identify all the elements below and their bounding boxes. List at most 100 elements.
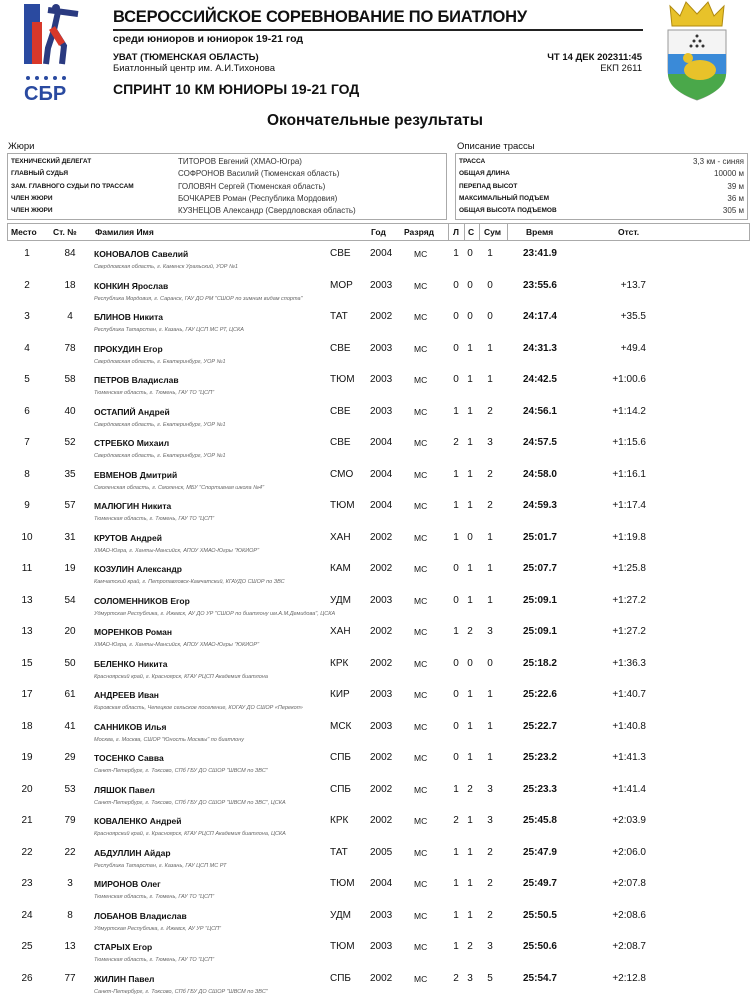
cell-sum: 1 xyxy=(487,689,493,700)
svg-text:СБР: СБР xyxy=(24,83,66,102)
cell-place: 3 xyxy=(24,311,30,322)
cell-place: 23 xyxy=(21,878,33,889)
cell-bib: 31 xyxy=(64,531,76,543)
cell-name: МОРЕНКОВ Роман xyxy=(94,627,173,637)
cell-bib: 53 xyxy=(64,783,76,795)
cell-region: КИР xyxy=(330,689,350,700)
cell-diff: +1:40.7 xyxy=(612,689,646,700)
cell-l: 0 xyxy=(453,720,459,732)
cell-sum: 1 xyxy=(487,342,493,354)
cell-l: 1 xyxy=(453,248,459,259)
cell-place: 1 xyxy=(24,248,30,259)
cell-sub: ХМАО-Югра, г. Ханты-Мансийск, АПОУ ХМАО-… xyxy=(94,642,260,648)
cell-bib: 79 xyxy=(64,815,76,826)
cell-s: 0 xyxy=(467,657,473,669)
cell-year: 2002 xyxy=(370,972,393,984)
cell-place: 9 xyxy=(24,500,30,511)
jury-name: КУЗНЕЦОВ Александр (Свердловская область… xyxy=(178,206,356,216)
col-s: С xyxy=(468,227,475,237)
cell-time: 23:55.6 xyxy=(523,279,557,291)
cell-sub: ХМАО-Югра, г. Ханты-Мансийск, АПОУ ХМАО-… xyxy=(94,547,260,554)
cell-sum: 3 xyxy=(487,783,493,795)
cell-l: 0 xyxy=(453,279,459,291)
cell-name: БЛИНОВ Никита xyxy=(94,312,163,322)
cell-time: 25:23.2 xyxy=(523,752,557,763)
cell-bib: 19 xyxy=(64,563,76,574)
cell-s: 0 xyxy=(467,248,473,259)
table-row: 20 53 ЛЯШОК Павел СПБ 2002 МС 1 2 3 25:23.3 +1:41.… xyxy=(0,784,750,815)
table-row: 15 50 БЕЛЕНКО Никита КРК 2002 МС 0 0 0 25:18.2 +1:… xyxy=(0,658,750,689)
cell-l: 1 xyxy=(453,405,459,417)
cell-sub: Республика Татарстан, г. Казань, ГАУ ЦСП… xyxy=(94,327,244,333)
cell-l: 0 xyxy=(453,594,459,606)
cell-time: 24:56.1 xyxy=(523,405,557,417)
table-row: 8 35 ЕВМЕНОВ Дмитрий СМО 2004 МС 1 1 2 24:58.0 +1:… xyxy=(0,469,750,500)
cell-diff: +2:12.8 xyxy=(612,972,646,984)
track-value: 305 м xyxy=(722,206,744,216)
cell-name: СТРЕБКО Михаил xyxy=(94,438,170,448)
cell-s: 1 xyxy=(467,909,473,921)
cell-s: 2 xyxy=(467,941,473,952)
cell-s: 2 xyxy=(467,626,473,637)
cell-region: СПБ xyxy=(330,783,351,795)
cell-time: 25:01.7 xyxy=(523,531,557,543)
track-row: ОБЩАЯ ДЛИНА 10000 м xyxy=(459,168,744,181)
jury-name: ТИТОРОВ Евгений (ХМАО-Югра) xyxy=(178,157,302,166)
cell-region: ТЮМ xyxy=(330,500,355,511)
cell-rank: МС xyxy=(414,564,428,574)
cell-time: 25:07.7 xyxy=(523,563,557,574)
cell-place: 13 xyxy=(21,594,33,606)
col-sum: Сум xyxy=(484,227,502,237)
cell-rank: МС xyxy=(414,406,428,417)
track-row: ТРАССА 3,3 км - синяя xyxy=(459,156,744,169)
cell-l: 0 xyxy=(453,752,459,763)
cell-sub: Красноярский край, г. Красноярск, КГАУ Р… xyxy=(94,831,286,837)
cell-l: 0 xyxy=(453,563,459,574)
cell-rank: МС xyxy=(414,501,428,511)
cell-rank: МС xyxy=(414,721,428,732)
cell-diff: +1:14.2 xyxy=(612,405,646,417)
track-value: 10000 м xyxy=(714,169,744,179)
cell-name: САННИКОВ Илья xyxy=(94,721,167,732)
table-row: 3 4 БЛИНОВ Никита ТАТ 2002 МС 0 0 0 24:17.4 +35.5 Р… xyxy=(0,311,750,342)
table-row: 11 19 КОЗУЛИН Александр КАМ 2002 МС 0 1 1 25:07.7… xyxy=(0,563,750,594)
cell-time: 25:54.7 xyxy=(523,972,557,984)
cell-sum: 3 xyxy=(487,626,493,637)
jury-role: ГЛАВНЫЙ СУДЬЯ xyxy=(11,170,69,178)
jury-role: ЧЛЕН ЖЮРИ xyxy=(11,194,53,202)
cell-region: ТЮМ xyxy=(330,374,355,385)
cell-time: 25:47.9 xyxy=(523,846,557,858)
jury-role: ТЕХНИЧЕСКИЙ ДЕЛЕГАТ xyxy=(11,158,92,165)
cell-bib: 54 xyxy=(64,594,76,606)
cell-diff: +35.5 xyxy=(620,311,646,322)
cell-l: 1 xyxy=(453,878,459,889)
cell-time: 25:22.6 xyxy=(523,689,557,700)
cell-time: 25:22.7 xyxy=(523,720,557,732)
jury-row: ЗАМ. ГЛАВНОГО СУДЬИ ПО ТРАССАМ ГОЛОВЯН Се… xyxy=(11,181,443,194)
cell-diff: +1:40.8 xyxy=(612,720,646,732)
ekp-code: ЕКП 2611 xyxy=(600,63,642,74)
track-key: ПЕРЕПАД ВЫСОТ xyxy=(459,182,518,190)
cell-name: МИРОНОВ Олег xyxy=(94,879,161,889)
cell-diff: +1:41.4 xyxy=(612,783,646,795)
cell-sub: Санкт-Петербург, г. Токсово, СПб ГБУ ДО … xyxy=(94,988,268,995)
track-value: 36 м xyxy=(727,193,744,203)
cell-year: 2002 xyxy=(370,752,393,763)
cell-name: ОСТАПИЙ Андрей xyxy=(94,406,170,417)
table-row: 23 3 МИРОНОВ Олег ТЮМ 2004 МС 1 1 2 25:49.7 +2:07.… xyxy=(0,878,750,909)
cell-diff: +1:15.6 xyxy=(612,437,646,448)
cell-region: СВЕ xyxy=(330,437,351,448)
cell-diff: +2:06.0 xyxy=(612,846,646,858)
cell-year: 2002 xyxy=(370,311,393,322)
cell-s: 1 xyxy=(467,500,473,511)
cell-diff: +1:16.1 xyxy=(612,468,646,480)
cell-time: 25:09.1 xyxy=(523,594,557,606)
cell-diff: +1:41.3 xyxy=(612,752,646,763)
cell-region: СПБ xyxy=(330,752,351,763)
col-rank: Разряд xyxy=(404,227,435,237)
coat-of-arms-icon xyxy=(664,0,730,102)
track-row: ОБЩАЯ ВЫСОТА ПОДЪЕМОВ 305 м xyxy=(459,205,744,218)
competition-title: ВСЕРОССИЙСКОЕ СОРЕВНОВАНИЕ ПО БИАТЛОНУ xyxy=(113,8,527,26)
cell-bib: 41 xyxy=(64,720,76,732)
cell-region: КАМ xyxy=(330,563,351,574)
